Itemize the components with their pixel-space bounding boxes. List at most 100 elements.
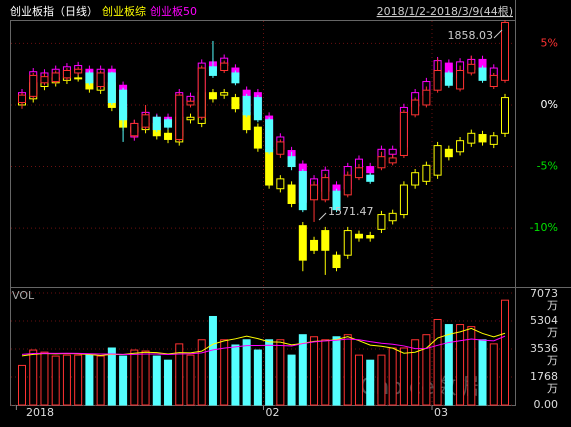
candle-body: [310, 184, 319, 201]
candle-body: [231, 72, 240, 84]
candle-body: [164, 119, 173, 128]
volume-bar: [343, 334, 352, 406]
candle-body: [164, 132, 173, 140]
candle-body: [501, 21, 509, 81]
candle-body: [265, 148, 274, 186]
volume-bar: [119, 355, 128, 406]
candle-body: [175, 94, 184, 140]
volume-bar: [130, 349, 139, 406]
candle-body: [310, 239, 319, 251]
candle-body: [478, 67, 487, 81]
candle-body: [377, 156, 386, 169]
volume-bar: [62, 354, 71, 406]
volume-bar: [253, 349, 262, 406]
candle-body: [343, 174, 352, 196]
candle-body: [422, 164, 431, 182]
legend-entry: 创业板综: [102, 4, 146, 18]
volume-bar: [444, 324, 453, 406]
volume-bar: [141, 350, 150, 406]
volume-bar: [152, 355, 161, 406]
volume-bar: [501, 299, 509, 406]
candle-body: [130, 122, 139, 137]
volume-bar: [354, 354, 363, 406]
candle-body: [74, 68, 83, 74]
candle-body: [433, 145, 442, 176]
candle-body: [399, 184, 408, 216]
volume-bar: [242, 339, 251, 406]
y-tick-label: 5%: [541, 36, 558, 49]
volume-bar: [164, 359, 173, 406]
candle-body: [74, 77, 83, 80]
candle-body: [253, 126, 262, 149]
candle-body: [29, 74, 38, 97]
candle-body: [119, 89, 128, 121]
candle-body: [388, 212, 397, 222]
annotation-arrow: [318, 212, 327, 221]
x-tick-label: 03: [434, 406, 448, 419]
volume-bar: [489, 343, 498, 406]
candle-body: [96, 72, 105, 88]
candle-body: [265, 119, 274, 153]
candle-body: [208, 66, 217, 76]
candle-body: [444, 72, 453, 86]
candle-body: [377, 214, 386, 230]
candle-body: [489, 135, 498, 145]
candle-body: [152, 116, 161, 131]
volume-title: VOL: [12, 289, 35, 302]
candle-body: [456, 69, 465, 90]
volume-bar: [287, 354, 296, 406]
candle-body: [388, 157, 397, 164]
volume-bar: [197, 339, 206, 406]
candle-body: [343, 230, 352, 256]
y-tick-label: 5304万: [530, 314, 558, 339]
candle-body: [332, 190, 341, 211]
candle-body: [366, 174, 375, 182]
candle-body: [467, 63, 476, 74]
volume-bar: [175, 343, 184, 406]
candle-body: [456, 140, 465, 153]
legend-entry: 创业板指（日线）: [10, 4, 98, 18]
candle-body: [107, 72, 116, 104]
volume-bar: [40, 351, 49, 406]
volume-bar: [85, 354, 94, 406]
legend-entry: 创业板50: [150, 4, 197, 18]
candle-body: [287, 156, 296, 168]
y-tick-label: 1768万: [530, 370, 558, 395]
candle-body: [478, 134, 487, 143]
candle-body: [332, 254, 341, 269]
candle-body: [40, 76, 49, 84]
candle-body: [411, 99, 420, 116]
candle-body: [186, 100, 195, 106]
candle-body: [287, 184, 296, 204]
volume-average-line: [21, 327, 506, 357]
volume-bar: [422, 334, 431, 406]
candle-body: [321, 177, 330, 201]
candle-body: [444, 148, 453, 158]
volume-bar: [399, 347, 408, 406]
candle-body: [231, 97, 240, 110]
volume-bar: [208, 315, 217, 406]
volume-bar: [332, 336, 341, 406]
volume-bar: [321, 339, 330, 406]
candle-body: [51, 72, 60, 83]
volume-bar: [411, 339, 420, 406]
volume-bar: [456, 324, 465, 406]
candle-body: [366, 235, 375, 239]
volume-bar: [310, 336, 319, 406]
candle-body: [85, 72, 94, 84]
candle-body: [186, 116, 195, 121]
x-tick-label: 2018: [26, 406, 54, 419]
candle-body: [242, 95, 251, 116]
volume-bar: [96, 355, 105, 406]
max-annotation: 1858.03: [448, 29, 494, 42]
candle-body: [354, 167, 363, 179]
volume-bar: [18, 364, 26, 406]
volume-bar: [51, 355, 60, 406]
candle-body: [467, 132, 476, 144]
candle-body: [197, 67, 206, 118]
volume-bar: [186, 354, 195, 406]
y-tick-label: 3536万: [530, 342, 558, 367]
candle-body: [411, 172, 420, 186]
